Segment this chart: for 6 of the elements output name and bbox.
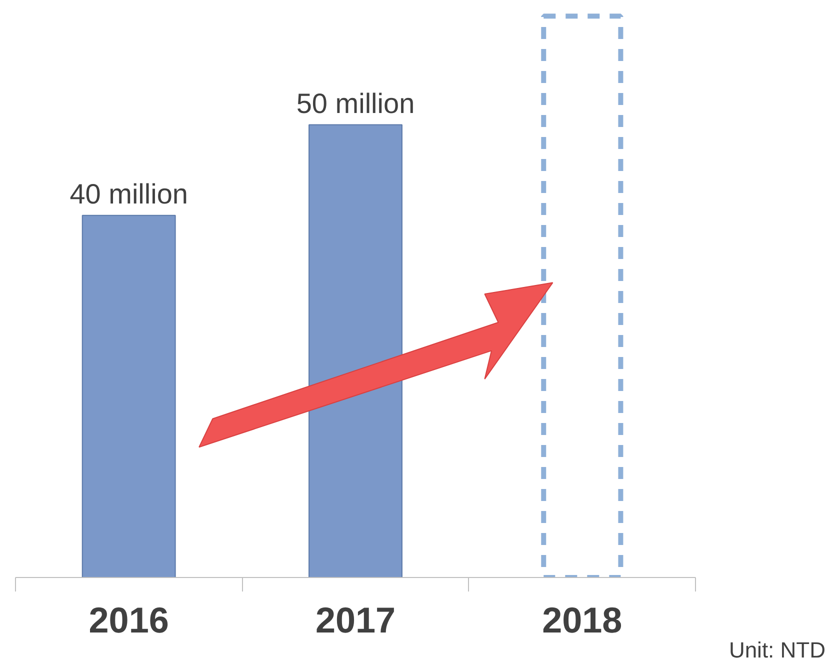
text: Unit: NTD	[728, 638, 826, 662]
x-tick-label: 2018	[542, 600, 622, 640]
data-label: 40 million	[70, 178, 188, 210]
data-label: 50 million	[296, 88, 415, 119]
x-tick-label: 2017	[315, 600, 396, 640]
x-tick-label: 2016	[88, 600, 169, 640]
